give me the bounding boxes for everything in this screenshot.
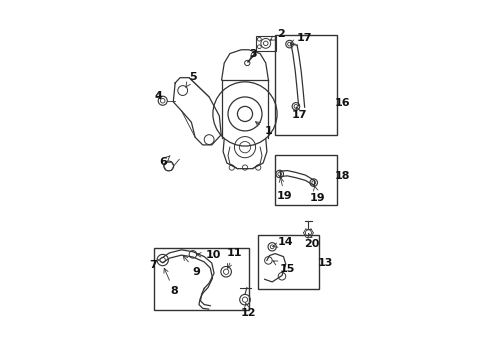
Text: 5: 5 [186, 72, 196, 87]
Text: 3: 3 [249, 49, 257, 59]
Text: 10: 10 [196, 251, 220, 261]
Text: 1: 1 [256, 122, 272, 136]
Text: 14: 14 [272, 237, 294, 247]
Text: 7: 7 [149, 260, 157, 270]
Text: 11: 11 [227, 248, 242, 268]
Text: 4: 4 [154, 91, 162, 101]
Text: 17: 17 [291, 33, 313, 44]
Text: 12: 12 [240, 303, 256, 318]
Text: 8: 8 [164, 268, 178, 296]
Text: 18: 18 [335, 171, 350, 181]
Text: 15: 15 [273, 261, 295, 274]
Text: 2: 2 [270, 29, 285, 40]
Text: 19: 19 [310, 186, 325, 203]
Text: 6: 6 [159, 156, 170, 167]
Text: 9: 9 [183, 256, 200, 277]
Bar [275, 35, 338, 135]
Bar [154, 248, 249, 310]
Bar [258, 235, 318, 289]
Text: 17: 17 [292, 107, 308, 120]
Text: 20: 20 [304, 234, 320, 249]
Text: 16: 16 [335, 98, 350, 108]
Text: 19: 19 [277, 177, 293, 201]
Bar [256, 36, 276, 50]
Text: 13: 13 [318, 258, 333, 268]
Bar [275, 156, 338, 204]
